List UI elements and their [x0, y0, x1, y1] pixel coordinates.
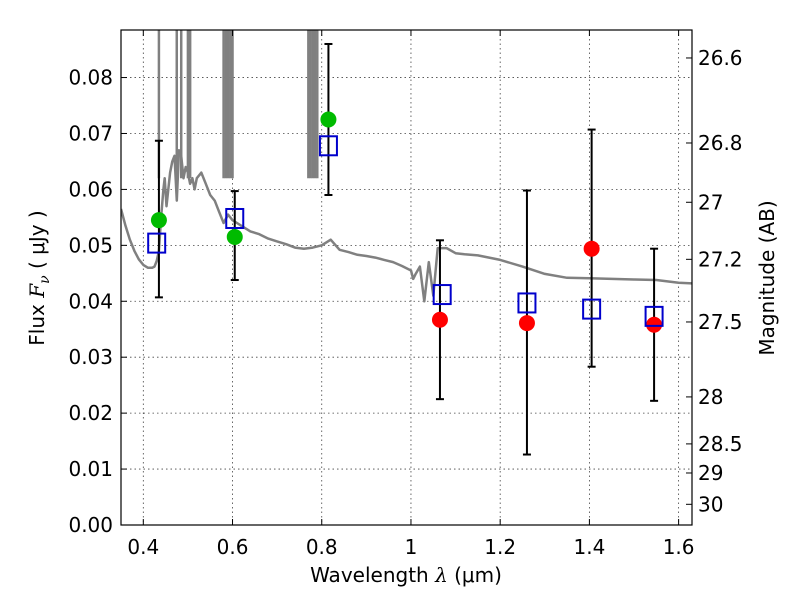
y-axis-label-text: Flux: [25, 298, 49, 346]
axis-layer: 0.4 0.6 0.8 1 1.2 1.4 1.6 0.00 0.01 0.02 0.03 0.04 0…: [68, 30, 743, 559]
data-point: [518, 315, 535, 332]
y-tick-label: 0.08: [68, 66, 113, 90]
mag-tick-label: 26.8: [698, 131, 743, 155]
x-tick-label: 1.2: [484, 535, 516, 559]
mag-tick-label: 27: [698, 190, 723, 214]
model-photometry-point: [644, 305, 664, 327]
model-photometry-point: [147, 232, 167, 254]
y-tick-label: 0.04: [68, 289, 113, 313]
x-axis-label-text: Wavelength: [310, 563, 435, 587]
model-sed-layer: [121, 30, 692, 303]
mag-tick-label: 30: [698, 492, 723, 516]
data-point: [431, 311, 448, 328]
x-axis-label: Wavelength λ (μm): [310, 563, 502, 587]
y-tick-label: 0.00: [68, 513, 113, 537]
data-point: [226, 228, 243, 245]
mag-tick-label: 28.5: [698, 432, 743, 456]
y-tick-label: 0.05: [68, 233, 113, 257]
x-axis-label-symbol: λ: [434, 563, 448, 587]
y-axis-label: Flux Fν ( μJy ): [25, 210, 53, 345]
mag-tick-label: 29: [698, 461, 723, 485]
x-tick-label: 1.4: [573, 535, 605, 559]
model-photometry-point: [432, 284, 452, 306]
x-tick-label: 1: [405, 535, 418, 559]
mag-tick-label: 26.6: [698, 46, 743, 70]
data-point: [646, 316, 663, 333]
y-tick-label: 0.01: [68, 457, 113, 481]
x-axis-label-unit: (μm): [448, 563, 502, 587]
x-tick-label: 0.6: [217, 535, 249, 559]
y-axis-label-unit: ( μJy ): [25, 210, 49, 275]
mag-tick-label: 27.5: [698, 310, 743, 334]
grid: [121, 30, 692, 525]
y-tick-label: 0.06: [68, 177, 113, 201]
mag-tick-label: 27.2: [698, 247, 743, 271]
model-photometry-point: [225, 207, 245, 229]
x-tick-label: 0.8: [306, 535, 338, 559]
model-photometry-point: [582, 298, 602, 320]
data-point: [583, 240, 600, 257]
mag-tick-label: 28: [698, 385, 723, 409]
data-point: [150, 212, 167, 229]
x-tick-label: 0.4: [127, 535, 159, 559]
model-photometry-point: [517, 292, 537, 314]
y-axis-label-symbol: F: [25, 283, 49, 299]
marker-layer: [147, 111, 664, 333]
plot-frame: [120, 29, 693, 526]
y-tick-label: 0.02: [68, 401, 113, 425]
y-tick-label: 0.07: [68, 121, 113, 145]
y-axis-label-subscript: ν: [37, 275, 53, 284]
x-tick-label: 1.6: [663, 535, 695, 559]
right-axis-label: Magnitude (AB): [755, 200, 779, 355]
model-photometry-point: [318, 135, 338, 157]
y-tick-label: 0.03: [68, 345, 113, 369]
data-point: [320, 111, 337, 128]
model-sed-line: [121, 149, 692, 303]
